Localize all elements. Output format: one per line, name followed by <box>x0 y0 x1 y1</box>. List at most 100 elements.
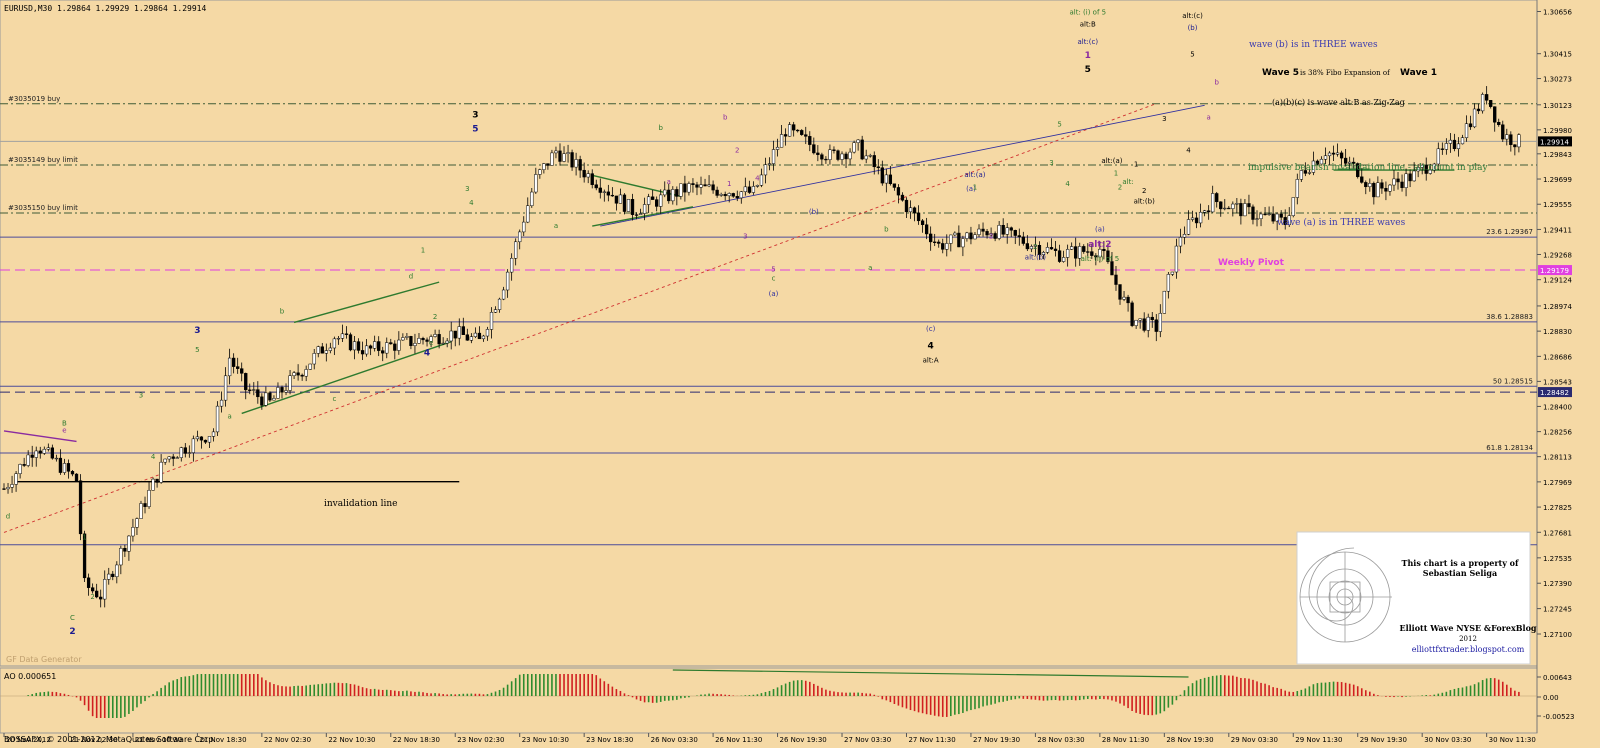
wave-label-41: alt:(a) <box>964 171 985 179</box>
candle-body-159 <box>642 204 647 214</box>
annotation-invalidation-line: invalidation line <box>324 499 397 509</box>
wave-label-36: a <box>868 264 872 272</box>
candle-body-283 <box>1142 318 1146 331</box>
candle-body-259 <box>1045 247 1050 253</box>
candle-body-247 <box>997 224 1001 239</box>
candle-body-121 <box>489 312 494 330</box>
wave-label-39: alt:A <box>923 357 939 365</box>
candle-body-174 <box>703 184 707 187</box>
candle-body-10 <box>42 448 46 454</box>
candle-body-96 <box>389 342 393 345</box>
candle-body-73 <box>296 372 300 376</box>
candle-body-123 <box>497 298 502 310</box>
candle-body-275 <box>1110 261 1114 276</box>
candle-body-157 <box>634 214 639 216</box>
candle-body-19 <box>78 480 83 535</box>
candle-body-376 <box>1517 134 1521 148</box>
candle-body-282 <box>1138 318 1142 321</box>
candle-body-89 <box>360 350 365 355</box>
candle-body-284 <box>1146 316 1150 331</box>
candle-body-357 <box>1440 148 1444 150</box>
candle-body-64 <box>260 396 264 406</box>
candle-body-307 <box>1239 203 1243 217</box>
candle-body-330 <box>1331 152 1336 155</box>
candle-body-49 <box>199 436 204 441</box>
candle-body-25 <box>103 579 107 600</box>
candle-body-143 <box>578 159 582 171</box>
candle-body-57 <box>232 357 236 367</box>
candle-body-173 <box>699 184 703 188</box>
candle-body-343 <box>1384 188 1388 192</box>
candle-body-340 <box>1372 183 1376 198</box>
candle-body-348 <box>1404 173 1408 188</box>
candle-body-171 <box>691 183 695 185</box>
candle-body-151 <box>610 194 615 197</box>
candle-body-317 <box>1279 213 1283 218</box>
y-tick-label-9: 1.29268 <box>1543 251 1572 259</box>
candle-body-68 <box>276 387 280 399</box>
candle-body-74 <box>300 374 304 377</box>
candle-body-35 <box>143 503 147 507</box>
annotation-wave-b: wave (b) is in THREE waves <box>1249 39 1378 50</box>
candle-body-261 <box>1053 248 1058 251</box>
wave-label-58: 1 <box>1114 169 1118 177</box>
candle-body-270 <box>1090 251 1094 256</box>
candle-body-93 <box>377 341 381 351</box>
candle-body-202 <box>816 152 820 155</box>
wave-label-2: d <box>6 512 10 520</box>
x-tick-label-13: 27 Nov 03:30 <box>844 736 891 744</box>
annotation-wave1: Wave 1 <box>1400 68 1437 78</box>
y-tick-label-24: 1.27100 <box>1543 631 1572 639</box>
candle-body-31 <box>127 535 131 552</box>
candle-body-359 <box>1448 139 1453 144</box>
candle-body-104 <box>421 338 425 341</box>
candle-body-185 <box>747 186 752 193</box>
candle-body-252 <box>1017 235 1021 238</box>
level-label-4: 23.6 1.29367 <box>1486 228 1533 236</box>
candle-body-58 <box>236 366 240 369</box>
candle-body-324 <box>1307 172 1312 174</box>
candle-body-56 <box>227 357 232 377</box>
candle-body-195 <box>787 124 792 137</box>
candle-body-208 <box>840 153 844 160</box>
candle-body-331 <box>1335 152 1340 155</box>
candle-body-2 <box>10 484 14 488</box>
candle-body-229 <box>924 224 929 235</box>
wave-label-14: d <box>409 273 413 281</box>
candle-body-48 <box>195 436 200 440</box>
main-panel <box>0 0 1538 667</box>
wave-label-60: 2 <box>1118 183 1122 191</box>
y-tick-label-10: 1.29124 <box>1543 277 1572 285</box>
wave-label-12: b <box>280 308 285 316</box>
candle-body-211 <box>852 142 856 153</box>
candle-body-265 <box>1070 246 1074 250</box>
spiral-logo <box>1299 547 1392 643</box>
candle-body-44 <box>179 447 183 458</box>
candle-body-146 <box>590 173 594 185</box>
x-tick-label-6: 22 Nov 18:30 <box>393 736 440 744</box>
candle-body-152 <box>614 195 619 204</box>
candle-body-163 <box>659 194 663 207</box>
candle-body-15 <box>62 463 67 473</box>
wedge-upper <box>293 281 440 324</box>
candle-body-353 <box>1424 164 1428 174</box>
candle-body-355 <box>1432 163 1436 171</box>
candle-body-350 <box>1412 170 1416 182</box>
wave-label-22: 5 <box>472 125 478 135</box>
candle-body-16 <box>66 463 71 472</box>
candle-body-210 <box>848 151 852 160</box>
wave-label-15: e <box>429 339 433 347</box>
candle-body-32 <box>131 527 135 537</box>
wedge-lower <box>241 340 452 415</box>
candle-body-46 <box>187 452 191 454</box>
ao-panel <box>0 667 1538 734</box>
candle-body-177 <box>715 189 719 196</box>
candle-body-257 <box>1037 245 1042 255</box>
level-label-7: 50 1.28515 <box>1493 377 1533 385</box>
wave-label-31: (b) <box>809 208 819 216</box>
candle-body-192 <box>775 146 780 150</box>
candle-body-72 <box>292 372 296 376</box>
candle-body-375 <box>1513 144 1517 148</box>
candle-body-155 <box>626 199 631 212</box>
y-tick-label-14: 1.28543 <box>1543 378 1572 386</box>
